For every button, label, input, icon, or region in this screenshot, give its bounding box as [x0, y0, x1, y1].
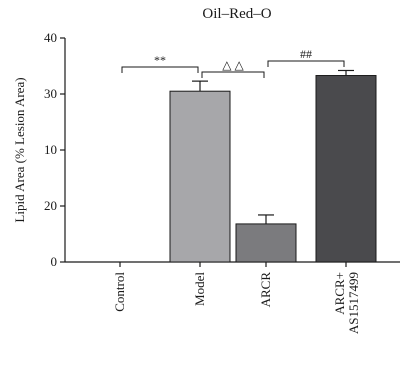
y-tick-label: 0 [51, 254, 58, 269]
significance-label: △ △ [222, 58, 244, 72]
y-tick-label: 10 [44, 142, 57, 157]
y-axis-label: Lipid Area (% Lesion Area) [12, 77, 27, 222]
significance-label: ## [300, 47, 312, 61]
significance-bracket [267, 60, 345, 67]
chart-title: Oil–Red–O [202, 6, 271, 22]
x-tick-label: ARCR [258, 272, 273, 308]
x-tick-label: Model [192, 272, 207, 306]
plot-area: 0 20 10 30 40 Control Model ARCR ARCR+AS1517499 *… [44, 30, 400, 334]
bar [169, 90, 231, 263]
significance-bracket [201, 71, 265, 78]
significance-label: ** [154, 53, 166, 67]
y-tick-label: 20 [44, 198, 57, 213]
y-tick-label: 30 [44, 86, 57, 101]
significance-bracket [121, 66, 199, 73]
x-tick-label: ARCR+AS1517499 [332, 272, 361, 334]
y-tick-label: 40 [44, 30, 57, 45]
bar [235, 223, 297, 263]
bar [315, 75, 377, 263]
x-tick-label: Control [112, 272, 127, 312]
